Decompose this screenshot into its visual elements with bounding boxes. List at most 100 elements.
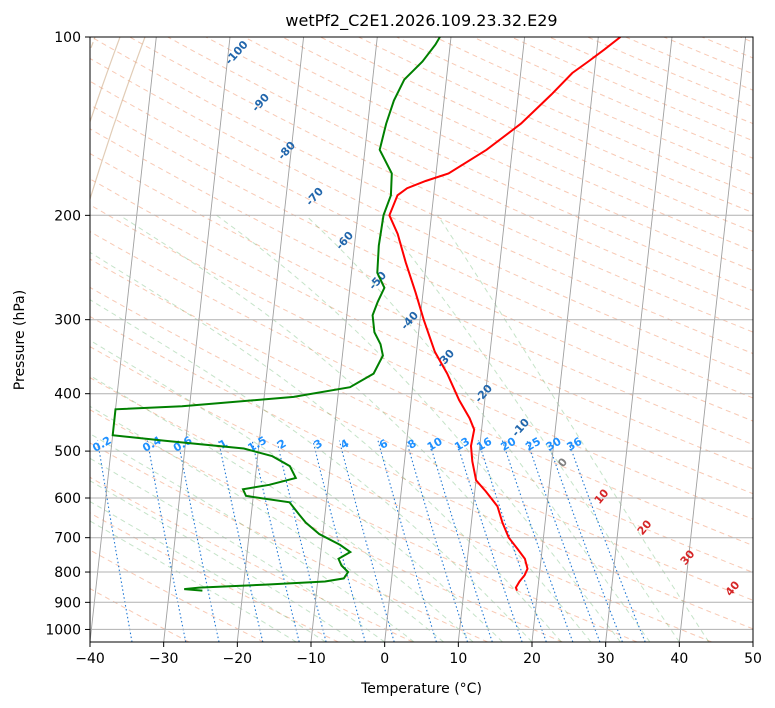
x-tick-label: 40 (670, 651, 688, 667)
dry-adiabat (740, 37, 753, 43)
x-tick-label: −30 (149, 651, 179, 667)
mixing-ratio-label: 4 (338, 437, 351, 452)
plot-frame (89, 36, 754, 643)
dry-adiabat (90, 346, 712, 642)
x-tick-label: 50 (744, 651, 762, 667)
y-tick-label: 1000 (45, 622, 81, 638)
isotherm-line (0, 37, 9, 642)
potential-temperature-label: -10 (509, 416, 532, 440)
dry-adiabat (320, 37, 753, 233)
dry-adiabat (90, 104, 753, 422)
isotherm-line (384, 37, 452, 642)
diagram-background-lines (0, 37, 753, 642)
dry-adiabat (90, 512, 339, 642)
x-tick-label: −40 (75, 651, 105, 667)
x-tick-label: 30 (597, 651, 615, 667)
chart-title: wetPf2_C2E1.2026.109.23.32.E29 (285, 11, 557, 31)
isotherm-line (457, 37, 526, 642)
dry-adiabat (167, 37, 753, 312)
isotherm-line (236, 37, 305, 642)
mixing-ratio-line (97, 440, 133, 642)
moist-adiabat (90, 299, 533, 642)
dry-adiabat (90, 377, 638, 642)
dry-adiabat (396, 37, 753, 195)
mixing-ratio-label: 0.2 (90, 434, 113, 455)
axes: −40 −30 −20 −10 0 10 20 30 40 50 100 200 300 400 500 6 0… (45, 30, 762, 667)
potential-temperature-label: -80 (275, 139, 298, 163)
moist-adiabat (90, 480, 356, 642)
isotherm-line (752, 637, 753, 642)
mixing-ratio-label: 1 (217, 437, 230, 452)
moist-adiabat (437, 215, 710, 642)
mixing-ratio-line (276, 440, 327, 642)
moist-adiabat-label: 10 (592, 486, 612, 506)
isotherm-line (163, 37, 231, 642)
dry-adiabat (91, 37, 753, 355)
mixing-ratio-line (312, 440, 366, 642)
isotherm-line (310, 37, 378, 642)
potential-temperature-label: -60 (333, 229, 356, 253)
dry-adiabat (90, 80, 753, 399)
dry-adiabat (663, 37, 753, 75)
dry-adiabat (282, 37, 753, 252)
mixing-ratio-line (567, 440, 646, 642)
potential-temperature-label: -40 (398, 309, 421, 333)
dry-adiabat (90, 442, 488, 642)
dry-adiabat (90, 57, 753, 377)
y-tick-label: 700 (54, 531, 81, 547)
x-tick-label: −20 (223, 651, 253, 667)
profile-series (111, 37, 622, 592)
dewpoint-profile-line (111, 37, 441, 592)
dry-adiabat (90, 128, 753, 446)
dry-adiabat (511, 37, 753, 142)
x-tick-label: 0 (380, 651, 389, 667)
moist-adiabat (90, 374, 474, 642)
mixing-ratio-line (338, 440, 395, 642)
moist-adiabat (90, 339, 503, 642)
dry-adiabat (90, 178, 753, 495)
y-tick-label: 300 (54, 313, 81, 329)
x-tick-label: 10 (449, 651, 467, 667)
potential-temperature-label: -90 (249, 91, 272, 115)
moist-adiabat-label: 40 (723, 578, 743, 598)
mixing-ratio-line (455, 440, 523, 642)
reference-curve (90, 37, 146, 202)
moist-adiabat (90, 520, 297, 642)
dry-adiabat (434, 37, 753, 177)
dry-adiabat (472, 37, 753, 159)
dry-adiabat (90, 286, 753, 601)
moist-adiabat (305, 214, 651, 642)
isotherm-line (678, 37, 747, 642)
mixing-ratio-line (526, 440, 601, 642)
isotherm-line (531, 37, 599, 642)
y-tick-label: 200 (54, 208, 81, 224)
moist-adiabat (216, 214, 621, 642)
moist-adiabat (378, 214, 680, 642)
x-tick-label: 20 (523, 651, 541, 667)
dry-adiabat (205, 37, 753, 292)
mixing-ratio-label: 6 (377, 437, 390, 452)
reference-curve (0, 37, 70, 642)
moist-adiabat (90, 457, 385, 642)
isotherm-line (605, 37, 673, 642)
mixing-ratio-line (501, 440, 574, 642)
dry-adiabat (90, 152, 753, 470)
y-tick-label: 400 (54, 387, 81, 403)
x-axis-label: Temperature (°C) (360, 681, 482, 697)
mixing-ratio-line (428, 440, 493, 642)
mixing-ratio-line (405, 440, 469, 642)
y-tick-label: 800 (54, 565, 81, 581)
temperature-profile-line (388, 37, 622, 591)
grid-lines (0, 37, 753, 642)
x-tick-label: −10 (296, 651, 326, 667)
mixing-ratio-line (477, 440, 547, 642)
moist-adiabat (90, 405, 444, 642)
y-tick-label: 100 (54, 30, 81, 46)
dry-adiabat (701, 37, 753, 59)
y-tick-label: 500 (54, 444, 81, 460)
dry-adiabat (90, 258, 753, 574)
y-tick-label: 900 (54, 595, 81, 611)
dry-adiabat (90, 476, 414, 642)
y-axis-label: Pressure (hPa) (12, 290, 28, 390)
